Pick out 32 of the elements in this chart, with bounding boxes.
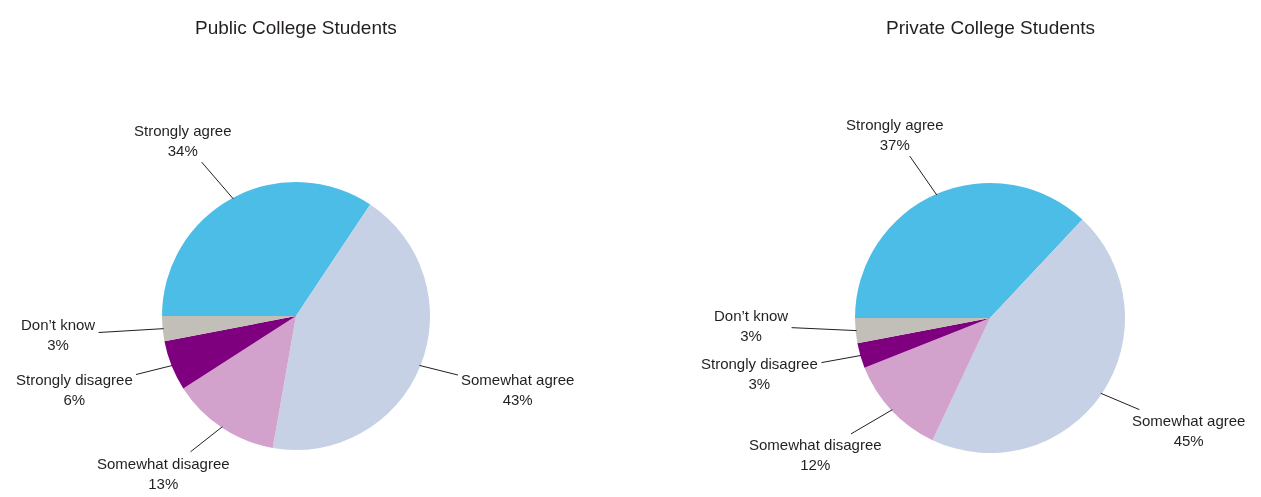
data-label: 6%: [63, 390, 86, 408]
slice-label: Somewhat disagree: [97, 455, 230, 472]
chart-title: Private College Students: [886, 17, 1096, 38]
data-label: 45%: [1173, 431, 1204, 449]
data-label: 12%: [800, 455, 831, 473]
slice-label: Strongly disagree: [16, 371, 133, 388]
pie-slice: [855, 183, 1083, 318]
slice-label: Strongly disagree: [701, 355, 818, 372]
slice-label: Strongly agree: [134, 122, 232, 139]
pie-slice: [162, 182, 371, 316]
data-label: 3%: [748, 374, 771, 392]
slice-label: Somewhat agree: [1132, 412, 1246, 429]
slice-label: Don’t know: [714, 307, 789, 324]
pie-slice: [164, 316, 296, 389]
slice-label: Somewhat disagree: [749, 436, 882, 453]
data-label: 3%: [47, 335, 69, 353]
data-label: 34%: [167, 141, 198, 159]
pie-slice: [857, 318, 990, 368]
data-label: 3%: [740, 326, 762, 344]
data-label: 37%: [879, 135, 910, 153]
chart-title: Public College Students: [195, 17, 397, 38]
pie-slice: [932, 219, 1125, 453]
data-label: 43%: [502, 390, 533, 408]
pie-slice: [855, 318, 990, 344]
slice-label: Somewhat agree: [461, 371, 575, 388]
pie-slice: [864, 318, 990, 441]
data-label: 13%: [148, 474, 179, 492]
slice-label: Don’t know: [21, 316, 96, 333]
pie-slice: [183, 316, 296, 448]
pie-slice: [162, 316, 296, 342]
pie-slice: [272, 204, 430, 450]
slice-label: Strongly agree: [846, 116, 944, 133]
